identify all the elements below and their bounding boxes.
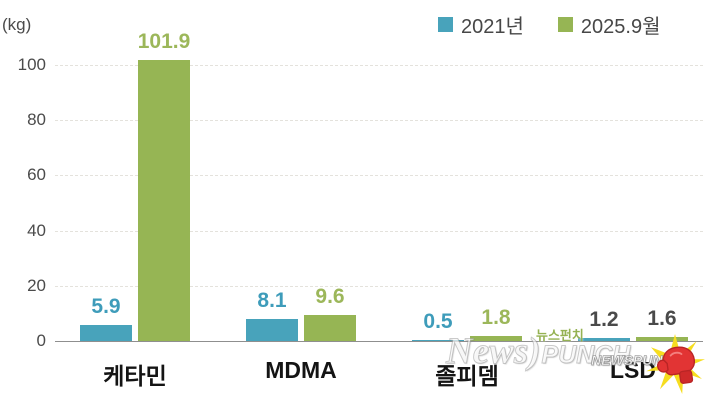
category-label: 졸피뎀 (435, 363, 499, 389)
bar (80, 324, 132, 341)
y-axis-tick-label: 40 (27, 220, 46, 240)
bar-value-label: 8.1 (257, 288, 287, 312)
bar-value-label: 1.2 (589, 307, 619, 331)
bar-value-label: 0.5 (423, 309, 453, 333)
watermark-newspunch-logo: News) PUNCH (446, 330, 631, 373)
y-axis-tick-label: 0 (36, 331, 46, 350)
gridline (55, 120, 703, 122)
bar (470, 336, 522, 341)
legend-label-2021: 2021년 (461, 16, 524, 38)
y-axis-unit-label: (kg) (2, 15, 32, 34)
bar (246, 318, 298, 341)
bar (138, 59, 190, 341)
legend-swatch-2025-icon (557, 17, 573, 32)
bar-value-label: 9.6 (315, 284, 345, 308)
bar-value-label: 101.9 (137, 29, 191, 53)
category-label: MDMA (265, 357, 337, 383)
watermark-korean-text: 뉴스펀치 (536, 328, 584, 343)
watermark-logo-news-text: News) (446, 331, 542, 373)
legend-label-2025: 2025.9월 (580, 16, 661, 38)
y-axis-tick-label: 100 (17, 55, 46, 74)
bar (636, 336, 688, 341)
legend-item-2025: 2025.9월 (557, 10, 661, 39)
watermark-logo-punch-text: PUNCH (541, 341, 631, 370)
x-axis-baseline (55, 341, 703, 342)
bar (304, 314, 356, 341)
bar-value-label: 1.8 (481, 306, 511, 330)
bar (412, 339, 464, 341)
gridline (55, 285, 703, 287)
gridline (55, 230, 703, 232)
legend-swatch-2021-icon (438, 17, 453, 32)
bar-value-label: 1.6 (647, 306, 677, 330)
category-label: LSD (610, 357, 656, 383)
gridline (55, 175, 703, 177)
chart-legend: 2021년 2025.9월 (438, 10, 660, 39)
y-axis-tick-label: 80 (27, 110, 46, 130)
y-axis-tick-label: 60 (27, 165, 46, 185)
gridline (55, 65, 703, 66)
category-label: 케타민 (103, 363, 167, 389)
legend-item-2021: 2021년 (438, 10, 524, 39)
boxing-glove-icon (651, 341, 701, 394)
y-axis-tick-label: 20 (27, 275, 46, 295)
bar (578, 337, 630, 341)
bar-value-label: 5.9 (91, 294, 121, 318)
